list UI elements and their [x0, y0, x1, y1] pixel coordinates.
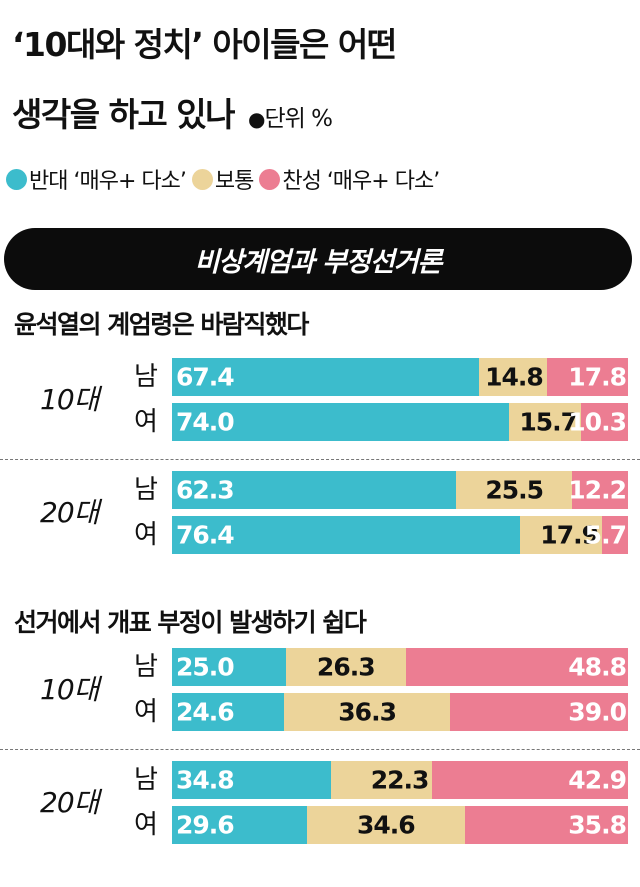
data-label-neutral: 25.5	[485, 475, 544, 505]
sex-label: 남	[134, 652, 158, 682]
sex-label: 여	[134, 697, 158, 727]
sex-label: 남	[134, 475, 158, 505]
bar-segment-oppose: 62.3	[172, 471, 457, 509]
data-label-oppose: 29.6	[176, 810, 235, 840]
data-label-oppose: 67.4	[176, 362, 235, 392]
data-label-neutral: 34.6	[357, 810, 416, 840]
bar-segment-oppose: 25.0	[172, 648, 286, 686]
bar-segment-support: 10.3	[568, 403, 628, 441]
bar-segment-neutral: 22.3	[330, 761, 433, 799]
legend-neutral-swatch	[191, 168, 213, 190]
sex-label: 남	[134, 765, 158, 795]
question-title: 선거에서 개표 부정이 발생하기 쉽다	[14, 608, 367, 637]
bar-segment-support: 35.8	[464, 806, 628, 844]
bar-segment-oppose: 74.0	[172, 403, 510, 441]
age-group-label: 20대	[40, 786, 99, 819]
data-label-support: 42.9	[568, 765, 627, 795]
legend-support-label: 찬성 ‘매우+ 다소’	[282, 169, 440, 194]
bar-segment-support: 12.2	[568, 471, 628, 509]
age-group-label: 10대	[40, 673, 99, 706]
bar-segment-oppose: 24.6	[172, 693, 285, 731]
bar-segment-support: 5.7	[585, 516, 628, 554]
data-label-neutral: 15.7	[519, 407, 578, 437]
bar-segment-oppose: 29.6	[172, 806, 307, 844]
chart-title-line2-text: 생각을 하고 있나	[12, 95, 236, 134]
data-label-neutral: 22.3	[370, 765, 430, 795]
legend-oppose-label: 반대 ‘매우+ 다소’	[29, 169, 187, 194]
sex-label: 여	[134, 810, 158, 840]
legend-support: 찬성 ‘매우+ 다소’	[259, 163, 440, 195]
data-label-neutral: 14.8	[485, 362, 544, 392]
bar-segment-neutral: 17.9	[520, 516, 602, 554]
sex-label: 여	[134, 407, 158, 437]
bar-segment-neutral: 25.5	[456, 471, 573, 509]
data-label-oppose: 76.4	[176, 520, 235, 550]
stacked-bar: 74.0 15.7 10.3	[172, 403, 628, 441]
bar-segment-neutral: 14.8	[479, 358, 547, 396]
data-label-neutral: 36.3	[338, 697, 397, 727]
unit-text: 단위 %	[264, 106, 332, 132]
stacked-bar: 76.4 17.9 5.7	[172, 516, 628, 554]
data-label-oppose: 25.0	[176, 652, 235, 682]
chart-title-line1: ‘10대와 정치’ 아이들은 어떤	[12, 25, 397, 64]
bar-segment-neutral: 26.3	[285, 648, 406, 686]
data-label-oppose: 34.8	[176, 765, 235, 795]
stacked-bar: 29.6 34.6 35.8	[172, 806, 628, 844]
stacked-bar: 62.3 25.5 12.2	[172, 471, 628, 509]
unit-dot-icon: ●	[248, 107, 265, 131]
data-label-oppose: 24.6	[176, 697, 235, 727]
stacked-bar: 67.4 14.8 17.8	[172, 358, 628, 396]
bar-segment-support: 17.8	[546, 358, 628, 396]
legend-neutral-label: 보통	[214, 169, 254, 194]
data-label-oppose: 74.0	[176, 407, 235, 437]
stacked-bar: 25.0 26.3 48.8	[172, 648, 628, 686]
bar-segment-neutral: 15.7	[509, 403, 582, 441]
bar-segment-support: 39.0	[449, 693, 628, 731]
bar-segment-oppose: 76.4	[172, 516, 521, 554]
data-label-support: 5.7	[584, 520, 627, 550]
group-separator	[0, 459, 640, 460]
bar-segment-oppose: 67.4	[172, 358, 480, 396]
stacked-bar: 24.6 36.3 39.0	[172, 693, 628, 731]
legend: 반대 ‘매우+ 다소’ 보통 찬성 ‘매우+ 다소’	[6, 163, 445, 195]
sex-label: 여	[134, 520, 158, 550]
bar-segment-support: 42.9	[432, 761, 628, 799]
data-label-oppose: 62.3	[176, 475, 235, 505]
data-label-support: 35.8	[568, 810, 627, 840]
data-label-support: 17.8	[568, 362, 627, 392]
sex-label: 남	[134, 362, 158, 392]
age-group-label: 20대	[40, 496, 99, 529]
legend-oppose-swatch	[6, 168, 27, 190]
data-label-neutral: 26.3	[316, 652, 376, 682]
legend-oppose: 반대 ‘매우+ 다소’	[6, 163, 187, 195]
bar-segment-oppose: 34.8	[172, 761, 331, 799]
data-label-support: 48.8	[568, 652, 627, 682]
data-label-support: 10.3	[568, 407, 627, 437]
group-separator	[0, 749, 640, 750]
age-group-label: 10대	[40, 383, 99, 416]
stacked-bar: 34.8 22.3 42.9	[172, 761, 628, 799]
legend-neutral: 보통	[191, 163, 254, 195]
legend-support-swatch	[259, 168, 281, 190]
chart-title-line2: 생각을 하고 있나 ●단위 %	[12, 88, 333, 136]
bar-segment-support: 48.8	[405, 648, 628, 686]
bar-segment-neutral: 36.3	[284, 693, 450, 731]
question-title: 윤석열의 계엄령은 바람직했다	[14, 310, 309, 339]
section-banner: 비상계엄과 부정선거론	[4, 228, 632, 290]
data-label-support: 12.2	[568, 475, 627, 505]
data-label-support: 39.0	[568, 697, 627, 727]
bar-segment-neutral: 34.6	[306, 806, 465, 844]
unit-label: ●단위 %	[248, 106, 333, 132]
data-label-neutral: 17.9	[540, 520, 599, 550]
